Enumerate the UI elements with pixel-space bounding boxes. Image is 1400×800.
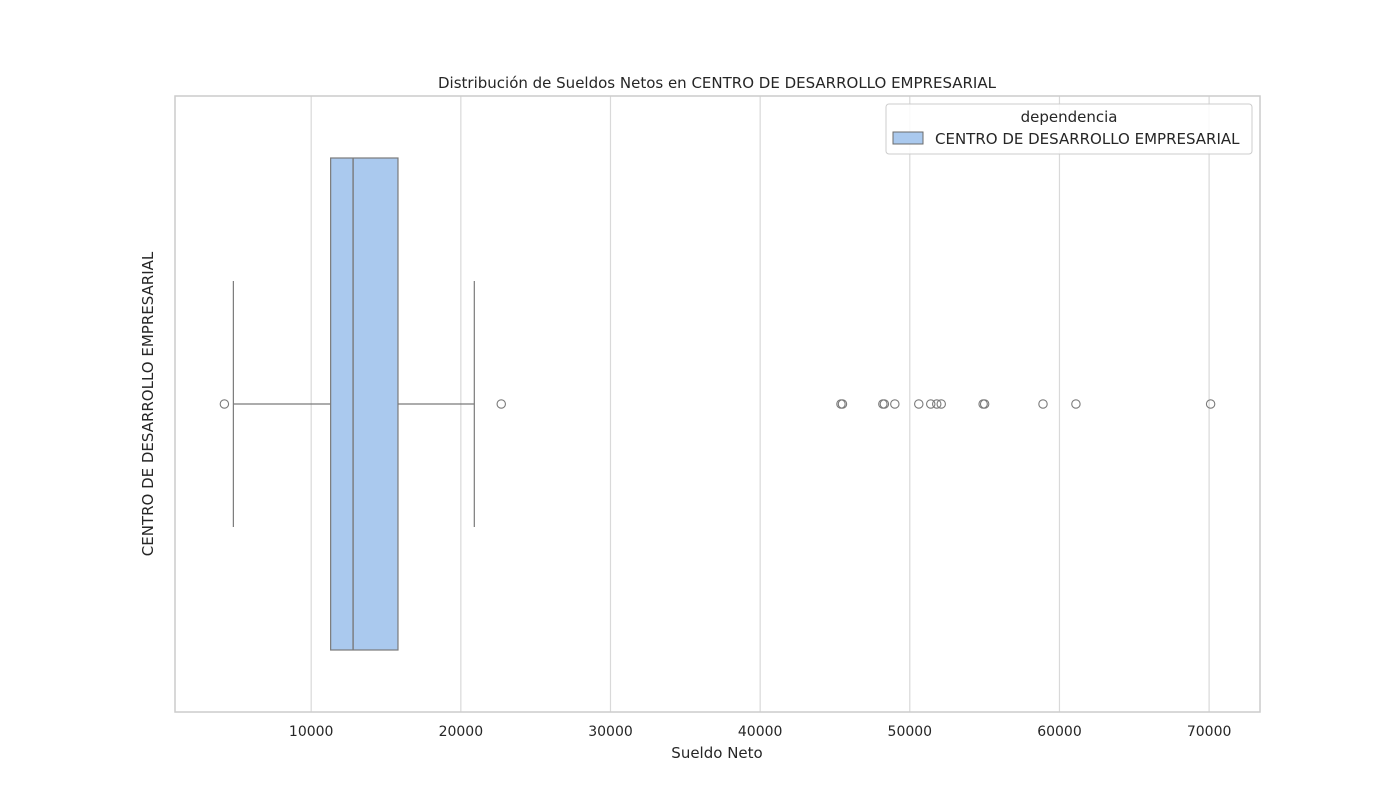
x-tick-label: 30000 [588, 724, 633, 740]
outlier-point [496, 399, 506, 409]
legend-frame [885, 103, 1253, 155]
y-axis-label: CENTRO DE DESARROLLO EMPRESARIAL [139, 251, 157, 556]
outlier-point [219, 399, 230, 409]
chart-title: Distribución de Sueldos Netos en CENTRO … [438, 74, 997, 92]
iqr-box [330, 157, 399, 651]
outlier-point [931, 399, 942, 409]
legend-title: dependencia [1021, 108, 1118, 126]
outlier-point [1071, 399, 1081, 409]
outlier-points [219, 399, 1216, 409]
outlier-point [936, 399, 946, 409]
x-tick-label: 60000 [1037, 724, 1082, 740]
x-tick-label: 40000 [738, 724, 783, 740]
outlier-point [879, 399, 890, 409]
box-group [232, 157, 475, 651]
outlier-point [926, 399, 936, 409]
outlier-point [890, 399, 900, 409]
legend-swatch [892, 131, 924, 145]
outlier-point [979, 399, 990, 409]
outlier-point [837, 399, 848, 409]
outlier-point [1205, 399, 1216, 409]
x-tick-label: 50000 [888, 724, 933, 740]
outlier-point [1038, 399, 1048, 409]
outlier-point [914, 399, 924, 409]
x-axis-label: Sueldo Neto [671, 744, 762, 762]
x-tick-labels: 10000 20000 30000 40000 50000 60000 70000 [289, 724, 1231, 740]
legend: dependencia CENTRO DE DESARROLLO EMPRESA… [885, 103, 1253, 155]
x-tick-label: 20000 [439, 724, 484, 740]
legend-entry-label: CENTRO DE DESARROLLO EMPRESARIAL [935, 130, 1240, 148]
x-tick-label: 10000 [289, 724, 334, 740]
x-tick-label: 70000 [1187, 724, 1232, 740]
plot-frame [174, 95, 1261, 713]
